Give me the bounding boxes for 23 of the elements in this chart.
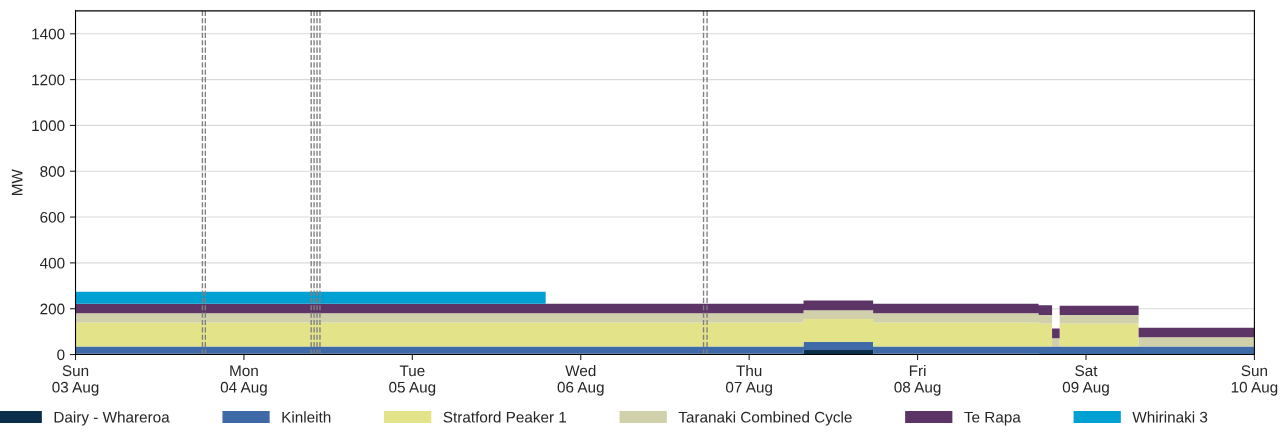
y-axis-title: MW (11, 169, 23, 196)
y-tick-label: 200 (40, 303, 65, 315)
x-tick-label: Wed 06 Aug (557, 364, 604, 396)
x-tick-label: Mon 04 Aug (220, 365, 267, 396)
legend-label: Te Rapa (964, 411, 1021, 426)
x-tick-label: Sun 10 Aug (1231, 365, 1278, 396)
x-tick-label: Thu 07 Aug (725, 364, 772, 396)
y-tick-label: 800 (40, 166, 65, 177)
y-tick-label: 1000 (32, 120, 65, 132)
x-tick-label: Sun 03 Aug (52, 365, 99, 396)
x-tick-label: Sat 09 Aug (1062, 365, 1109, 396)
y-tick-label: 400 (39, 257, 65, 269)
y-tick-label: 1400 (32, 28, 65, 40)
y-tick-label: 0 (57, 349, 65, 361)
legend-label: Stratford Peaker 1 (443, 411, 567, 423)
legend-label: Kinleith (282, 411, 331, 423)
y-tick-label: 1200 (32, 74, 65, 86)
legend-label: Whirinaki 3 (1132, 411, 1208, 423)
legend-label: Dairy - Whareroa (54, 411, 170, 426)
y-tick-label: 600 (40, 211, 65, 223)
legend-label: Taranaki Combined Cycle (678, 411, 852, 426)
x-tick-label: Tue 05 Aug (389, 365, 436, 396)
x-tick-label: Fri 08 Aug (894, 364, 941, 396)
